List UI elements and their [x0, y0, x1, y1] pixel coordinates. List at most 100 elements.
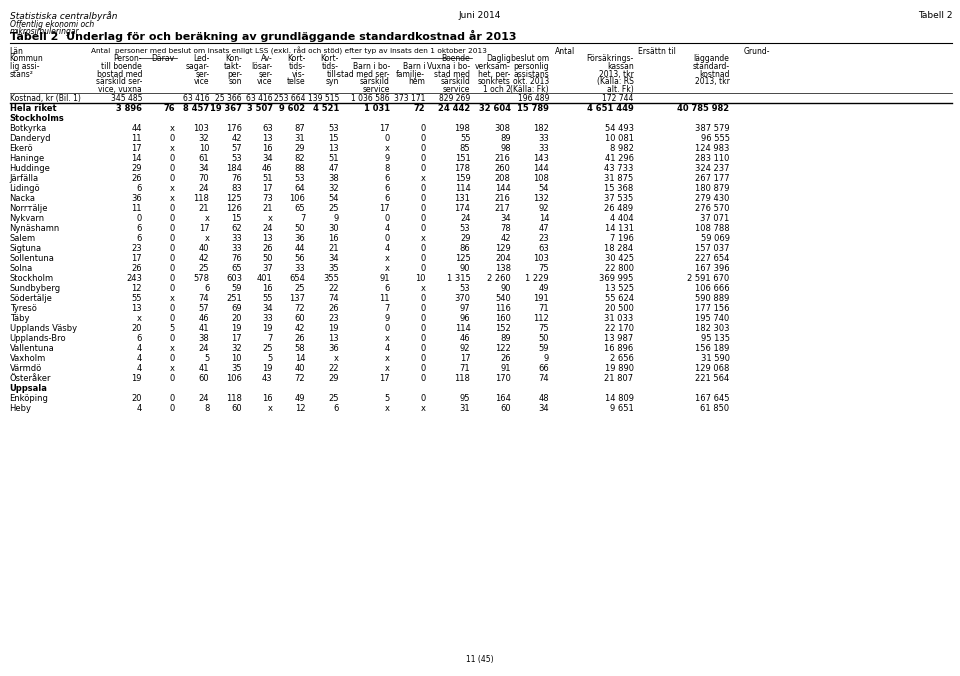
- Text: Enköping: Enköping: [10, 394, 48, 403]
- Text: 26: 26: [262, 244, 273, 253]
- Text: 41: 41: [199, 364, 209, 373]
- Text: 0: 0: [385, 214, 390, 223]
- Text: (Källa: Fk): (Källa: Fk): [511, 85, 549, 94]
- Text: 6: 6: [384, 184, 390, 193]
- Text: 53: 53: [295, 174, 305, 183]
- Text: 37 071: 37 071: [701, 214, 730, 223]
- Text: 144: 144: [495, 184, 511, 193]
- Text: 17: 17: [132, 144, 142, 153]
- Text: 21: 21: [262, 204, 273, 213]
- Text: 31 033: 31 033: [605, 314, 634, 323]
- Text: 5: 5: [170, 324, 175, 333]
- Text: 43: 43: [262, 374, 273, 383]
- Text: 387 579: 387 579: [695, 124, 730, 132]
- Text: 19: 19: [262, 324, 273, 333]
- Text: 0: 0: [420, 394, 425, 403]
- Text: 369 995: 369 995: [599, 274, 634, 283]
- Text: x: x: [170, 364, 175, 373]
- Text: 57: 57: [199, 304, 209, 313]
- Text: 95: 95: [460, 394, 470, 403]
- Text: 24: 24: [199, 344, 209, 353]
- Text: 16: 16: [262, 284, 273, 293]
- Text: 13: 13: [262, 234, 273, 243]
- Text: 114: 114: [455, 184, 470, 193]
- Text: 59: 59: [231, 284, 242, 293]
- Text: Kommun: Kommun: [10, 54, 43, 63]
- Text: x: x: [204, 234, 209, 243]
- Text: 9: 9: [385, 314, 390, 323]
- Text: 86: 86: [460, 244, 470, 253]
- Text: Täby: Täby: [10, 314, 29, 323]
- Text: familje-: familje-: [396, 70, 425, 78]
- Text: service: service: [362, 85, 390, 94]
- Text: 6: 6: [384, 174, 390, 183]
- Text: lig assi-: lig assi-: [10, 62, 39, 71]
- Text: 355: 355: [323, 274, 339, 283]
- Text: Tabell 2  Underlag för och beräkning av grundläggande standardkostnad år 2013: Tabell 2 Underlag för och beräkning av g…: [10, 30, 516, 43]
- Text: tids-: tids-: [322, 62, 339, 71]
- Text: Antal  personer med beslut om insats enligt LSS (exkl. råd och stöd) efter typ a: Antal personer med beslut om insats enli…: [91, 47, 487, 55]
- Text: 0: 0: [420, 164, 425, 173]
- Text: 6: 6: [204, 284, 209, 293]
- Text: 40: 40: [295, 364, 305, 373]
- Text: Sundbyberg: Sundbyberg: [10, 284, 60, 293]
- Text: 17: 17: [132, 254, 142, 263]
- Text: Stockholm: Stockholm: [10, 274, 54, 283]
- Text: 114: 114: [455, 324, 470, 333]
- Text: beslut om: beslut om: [511, 54, 549, 63]
- Text: Län: Län: [10, 47, 23, 55]
- Text: 5: 5: [268, 354, 273, 363]
- Text: 578: 578: [193, 274, 209, 283]
- Text: 182 303: 182 303: [695, 324, 730, 333]
- Text: 103: 103: [193, 124, 209, 132]
- Text: 24: 24: [460, 214, 470, 223]
- Text: 37: 37: [262, 264, 273, 273]
- Text: 47: 47: [328, 164, 339, 173]
- Text: 26: 26: [328, 304, 339, 313]
- Text: Juni 2014: Juni 2014: [459, 11, 501, 20]
- Text: Offentlig ekonomi och: Offentlig ekonomi och: [10, 20, 94, 28]
- Text: 36: 36: [295, 234, 305, 243]
- Text: 7 196: 7 196: [610, 234, 634, 243]
- Text: 260: 260: [494, 164, 511, 173]
- Text: 0: 0: [385, 234, 390, 243]
- Text: x: x: [385, 264, 390, 273]
- Text: 4: 4: [385, 244, 390, 253]
- Text: 16: 16: [262, 144, 273, 153]
- Text: 829 269: 829 269: [439, 95, 470, 103]
- Text: 72: 72: [295, 374, 305, 383]
- Text: 118: 118: [226, 394, 242, 403]
- Text: Kostnad, kr (Bil. 1): Kostnad, kr (Bil. 1): [10, 95, 81, 103]
- Text: 9: 9: [544, 354, 549, 363]
- Text: 10: 10: [415, 274, 425, 283]
- Text: 6: 6: [384, 194, 390, 203]
- Text: 42: 42: [295, 324, 305, 333]
- Text: 6: 6: [136, 334, 142, 343]
- Text: personlig: personlig: [514, 62, 549, 71]
- Text: 13 987: 13 987: [605, 334, 634, 343]
- Text: 75: 75: [539, 324, 549, 333]
- Text: per-: per-: [227, 70, 242, 78]
- Text: 4 651 449: 4 651 449: [587, 103, 634, 113]
- Text: 34: 34: [262, 154, 273, 163]
- Text: Upplands-Bro: Upplands-Bro: [10, 334, 66, 343]
- Text: 49: 49: [295, 394, 305, 403]
- Text: 0: 0: [170, 154, 175, 163]
- Text: 1 315: 1 315: [446, 274, 470, 283]
- Text: Av-: Av-: [261, 54, 273, 63]
- Text: 0: 0: [420, 374, 425, 383]
- Text: 0: 0: [420, 354, 425, 363]
- Text: 9 602: 9 602: [279, 103, 305, 113]
- Text: Led-: Led-: [193, 54, 209, 63]
- Text: 216: 216: [494, 154, 511, 163]
- Text: 22 170: 22 170: [605, 324, 634, 333]
- Text: 0: 0: [170, 204, 175, 213]
- Text: 26: 26: [132, 264, 142, 273]
- Text: 34: 34: [500, 214, 511, 223]
- Text: 19: 19: [231, 324, 242, 333]
- Text: 0: 0: [420, 364, 425, 373]
- Text: syn: syn: [325, 77, 339, 87]
- Text: 17: 17: [199, 224, 209, 233]
- Text: Nacka: Nacka: [10, 194, 36, 203]
- Text: 0: 0: [170, 234, 175, 243]
